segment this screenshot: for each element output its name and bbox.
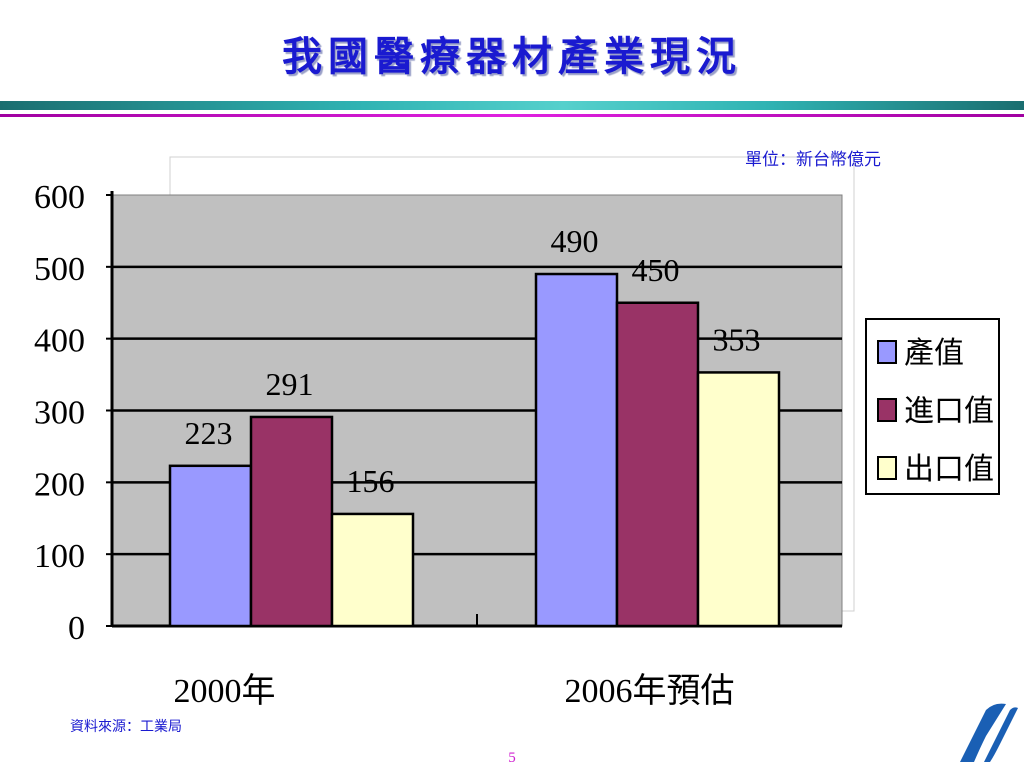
bar (168, 464, 253, 628)
y-tick-label: 400 (34, 323, 85, 360)
data-label: 450 (632, 252, 680, 288)
page-number: 5 (508, 750, 516, 766)
y-tick-label: 100 (34, 538, 85, 575)
bar (330, 512, 415, 628)
data-label: 156 (347, 463, 395, 499)
y-tick-label: 300 (34, 395, 85, 432)
unit-label: 單位：新台幣億元 (745, 150, 881, 170)
y-tick-label: 600 (34, 179, 85, 216)
header-divider-teal (0, 101, 1024, 110)
legend-swatch (877, 398, 897, 422)
legend-swatch (877, 340, 897, 364)
organization-logo-icon (960, 703, 1018, 762)
legend-swatch (877, 456, 897, 480)
y-tick-label: 0 (68, 610, 85, 647)
page-title: 我國醫療器材產業現況 (282, 33, 742, 80)
data-label: 223 (185, 415, 233, 451)
data-label: 291 (266, 366, 314, 402)
y-tick-label: 200 (34, 466, 85, 503)
legend-label: 出口值 (904, 452, 994, 487)
bar (249, 415, 334, 628)
bar (615, 301, 700, 628)
bar (534, 272, 619, 628)
source-label: 資料來源：工業局 (70, 719, 182, 735)
data-label: 490 (551, 223, 599, 259)
data-label: 353 (713, 321, 761, 357)
bar (696, 371, 781, 628)
y-tick-label: 500 (34, 251, 85, 288)
x-tick-label: 2000年 (174, 672, 276, 710)
x-tick-label: 2006年預估 (565, 672, 735, 710)
header-divider-magenta (0, 114, 1024, 117)
legend-label: 進口值 (904, 394, 994, 429)
legend-label: 產值 (904, 336, 964, 371)
